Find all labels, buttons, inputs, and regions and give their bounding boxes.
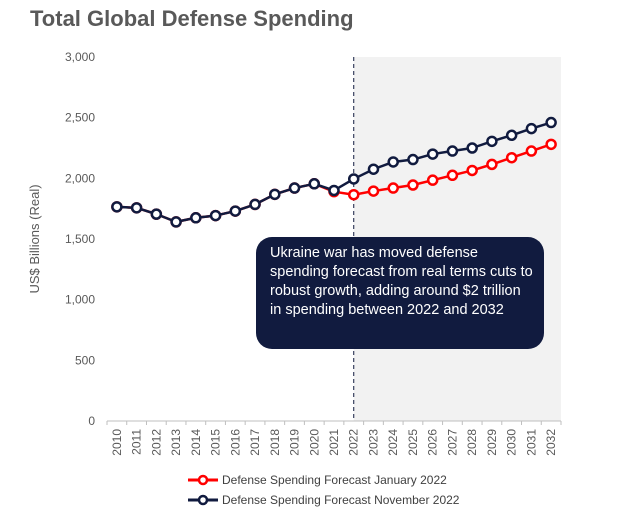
data-point [347, 188, 360, 201]
x-tick-label: 2014 [189, 429, 203, 456]
x-tick-label: 2015 [209, 429, 223, 456]
data-point [525, 122, 538, 135]
data-point [190, 212, 202, 224]
legend: Defense Spending Forecast January 2022 D… [186, 470, 459, 510]
data-point [446, 145, 459, 157]
y-axis-label: US$ Billions (Real) [27, 184, 42, 293]
data-point [466, 164, 478, 177]
x-tick-label: 2013 [169, 429, 183, 456]
x-tick-label: 2027 [445, 429, 459, 456]
series-1 [111, 116, 557, 228]
data-point [545, 116, 557, 129]
data-point [367, 185, 380, 197]
data-point [328, 184, 340, 197]
y-tick-label: 1,500 [65, 232, 95, 246]
y-tick-label: 2,500 [65, 111, 95, 125]
x-tick-label: 2016 [228, 429, 242, 456]
data-point [269, 188, 281, 201]
data-point [308, 178, 321, 190]
legend-swatch-january [188, 474, 218, 486]
x-tick-label: 2017 [248, 429, 262, 456]
x-tick-label: 2022 [347, 429, 361, 456]
legend-item-january: Defense Spending Forecast January 2022 [186, 470, 459, 490]
data-point [367, 163, 380, 175]
annotation-box: Ukraine war has moved defense spending f… [256, 237, 544, 349]
data-point [130, 202, 143, 214]
data-point [486, 158, 498, 171]
data-point [347, 173, 360, 185]
x-tick-label: 2031 [524, 429, 538, 456]
data-point [466, 142, 478, 154]
x-tick-label: 2032 [544, 429, 558, 456]
x-tick-label: 2010 [110, 429, 124, 456]
x-tick-label: 2021 [327, 429, 341, 456]
data-point [426, 148, 439, 160]
legend-item-november: Defense Spending Forecast November 2022 [186, 490, 459, 510]
y-tick-label: 500 [75, 353, 95, 367]
series-layer [111, 116, 557, 228]
data-point [387, 182, 399, 194]
data-point [407, 179, 419, 191]
data-point [407, 153, 419, 166]
x-tick-label: 2026 [426, 429, 440, 456]
x-tick-label: 2019 [288, 429, 302, 456]
data-point [525, 145, 538, 157]
data-point [505, 151, 518, 164]
legend-label-january: Defense Spending Forecast January 2022 [222, 473, 447, 487]
x-tick-label: 2024 [386, 429, 400, 456]
x-tick-label: 2018 [268, 429, 282, 456]
data-point [387, 156, 399, 168]
x-tick-label: 2020 [307, 429, 321, 456]
x-tick-label: 2012 [149, 429, 163, 456]
y-axis-ticks: 0 500 1,000 1,500 2,000 2,500 3,000 [65, 50, 95, 428]
x-tick-label: 2030 [505, 429, 519, 456]
data-point [426, 174, 439, 186]
y-tick-label: 3,000 [65, 50, 95, 64]
x-tick-label: 2025 [406, 429, 420, 456]
data-point [545, 138, 557, 151]
x-tick-label: 2023 [366, 429, 380, 456]
chart-title: Total Global Defense Spending [30, 6, 354, 31]
x-axis-ticks: 2010 2011 2012 2013 2014 2015 2016 2017 2018 2019… [106, 421, 562, 456]
y-tick-label: 1,000 [65, 293, 95, 307]
data-point [446, 169, 459, 182]
data-point [505, 129, 518, 142]
legend-label-november: Defense Spending Forecast November 2022 [222, 493, 460, 507]
x-tick-label: 2011 [130, 429, 144, 455]
y-tick-label: 2,000 [65, 171, 95, 185]
data-point [288, 182, 301, 194]
legend-swatch-november [188, 494, 218, 506]
y-tick-label: 0 [88, 414, 95, 428]
data-point [486, 135, 498, 148]
data-point [209, 209, 222, 222]
data-point [150, 208, 163, 220]
x-tick-label: 2029 [485, 429, 499, 456]
data-point [170, 216, 182, 228]
data-point [229, 205, 242, 217]
data-point [249, 198, 261, 211]
data-point [111, 201, 123, 213]
x-tick-label: 2028 [465, 429, 479, 456]
